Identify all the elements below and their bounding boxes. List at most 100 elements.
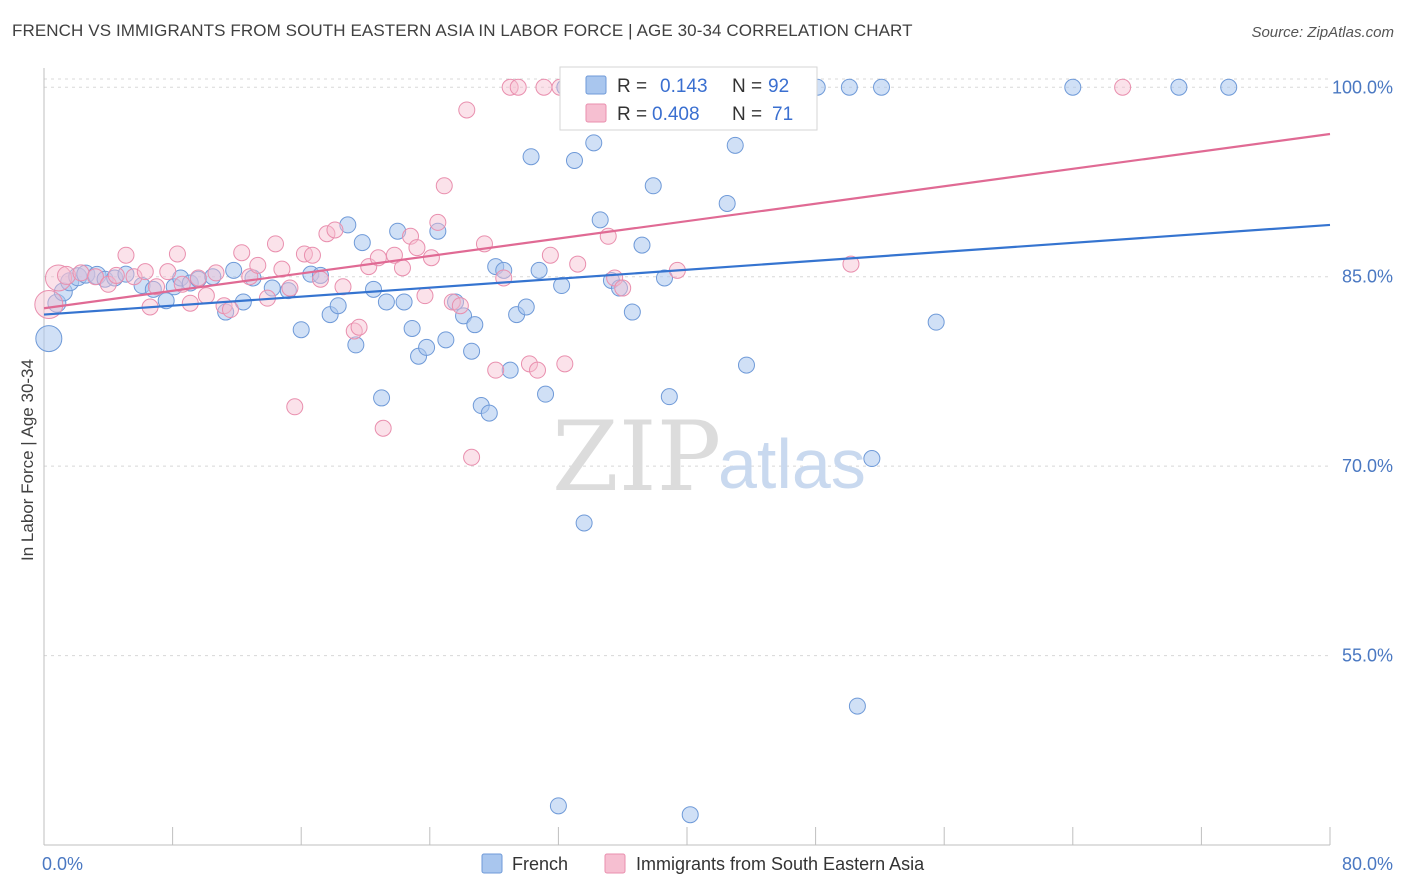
sea-point: [435, 177, 453, 195]
french-point: [463, 342, 481, 360]
french-trend-line: [43, 223, 1331, 316]
sea-point: [221, 301, 239, 319]
french-point: [339, 216, 357, 234]
sea-point: [197, 287, 215, 305]
chart-title: FRENCH VS IMMIGRANTS FROM SOUTH EASTERN …: [12, 21, 913, 40]
french-point: [466, 316, 484, 334]
french-point: [395, 293, 413, 311]
french-point: [655, 269, 673, 287]
french-point: [480, 404, 498, 422]
french-point: [840, 78, 858, 96]
stats-french-n-label: N =: [732, 76, 762, 97]
french-point: [455, 307, 473, 325]
series-french-points: [35, 78, 1238, 824]
sea-point: [416, 287, 434, 305]
french-point: [537, 385, 555, 403]
sea-point: [281, 279, 299, 297]
legend: French Immigrants from South Eastern Asi…: [481, 853, 925, 874]
french-point: [575, 514, 593, 532]
tick-labels: 55.0% 70.0% 85.0% 100.0% 0.0% 80.0%: [42, 77, 1393, 874]
sea-point: [360, 258, 378, 276]
french-point: [437, 331, 455, 349]
french-point: [726, 136, 744, 154]
sea-point: [249, 256, 267, 274]
y-tick-label: 55.0%: [1342, 646, 1393, 666]
stats-french-r-label: R =: [617, 76, 647, 97]
sea-point: [535, 78, 553, 96]
stats-sea-r-label: R =: [617, 104, 647, 125]
french-point: [1064, 78, 1082, 96]
french-point: [329, 297, 347, 315]
sea-point: [529, 361, 547, 379]
stats-french-r-value: 0.143: [660, 76, 708, 97]
stats-sea-n-label: N =: [732, 104, 762, 125]
french-point: [403, 319, 421, 337]
x-tick-label-max: 80.0%: [1342, 854, 1393, 874]
series-sea-points: [34, 78, 1132, 466]
sea-point: [117, 246, 135, 264]
sea-trend-line: [43, 132, 1331, 310]
sea-point: [326, 221, 344, 239]
watermark-zip: ZIP: [552, 401, 721, 513]
trend-lines: [43, 132, 1331, 316]
french-point: [530, 261, 548, 279]
sea-point: [463, 448, 481, 466]
grid-lines: [44, 78, 1330, 657]
axes: [43, 68, 1331, 846]
sea-point: [393, 259, 411, 277]
french-point: [848, 697, 866, 715]
sea-point: [125, 268, 143, 286]
french-point: [292, 321, 310, 339]
french-point: [591, 211, 609, 229]
sea-point: [34, 289, 64, 319]
watermark: ZIP atlas: [552, 401, 866, 513]
sea-point: [311, 270, 329, 288]
sea-point: [569, 255, 587, 273]
french-point: [377, 293, 395, 311]
x-tick-label-min: 0.0%: [42, 854, 83, 874]
sea-point: [72, 264, 90, 282]
sea-point: [422, 249, 440, 267]
french-point: [389, 222, 407, 240]
sea-point: [1114, 78, 1132, 96]
french-point: [927, 313, 945, 331]
sea-point: [541, 246, 559, 264]
french-point: [225, 261, 243, 279]
french-point: [1220, 78, 1238, 96]
stats-sea-n-value: 71: [772, 104, 793, 125]
sea-point: [509, 78, 527, 96]
french-point: [353, 234, 371, 252]
y-tick-label: 85.0%: [1342, 267, 1393, 287]
y-tick-label: 70.0%: [1342, 456, 1393, 476]
french-point: [681, 806, 699, 824]
sea-point: [487, 361, 505, 379]
legend-sea-swatch: [604, 853, 626, 874]
sea-point: [86, 268, 104, 286]
french-point: [1170, 78, 1188, 96]
sea-point: [429, 213, 447, 231]
french-point: [347, 336, 365, 354]
french-point: [660, 388, 678, 406]
sea-point: [207, 264, 225, 282]
french-point: [373, 389, 391, 407]
french-point: [549, 797, 567, 815]
french-point: [35, 325, 63, 353]
sea-point: [286, 398, 304, 416]
french-point: [217, 303, 235, 321]
legend-sea-label: Immigrants from South Eastern Asia: [636, 854, 925, 874]
sea-point: [350, 318, 368, 336]
french-point: [429, 222, 447, 240]
french-point: [522, 148, 540, 166]
sea-point: [159, 263, 177, 281]
french-point: [565, 152, 583, 170]
legend-french-swatch: [481, 853, 503, 874]
sea-point: [374, 419, 392, 437]
stats-french-swatch: [585, 75, 607, 95]
french-point: [501, 361, 519, 379]
stats-french-n-value: 92: [768, 76, 789, 97]
sea-point: [408, 239, 426, 257]
sea-point: [168, 245, 186, 263]
sea-point: [266, 235, 284, 253]
french-point: [418, 338, 436, 356]
